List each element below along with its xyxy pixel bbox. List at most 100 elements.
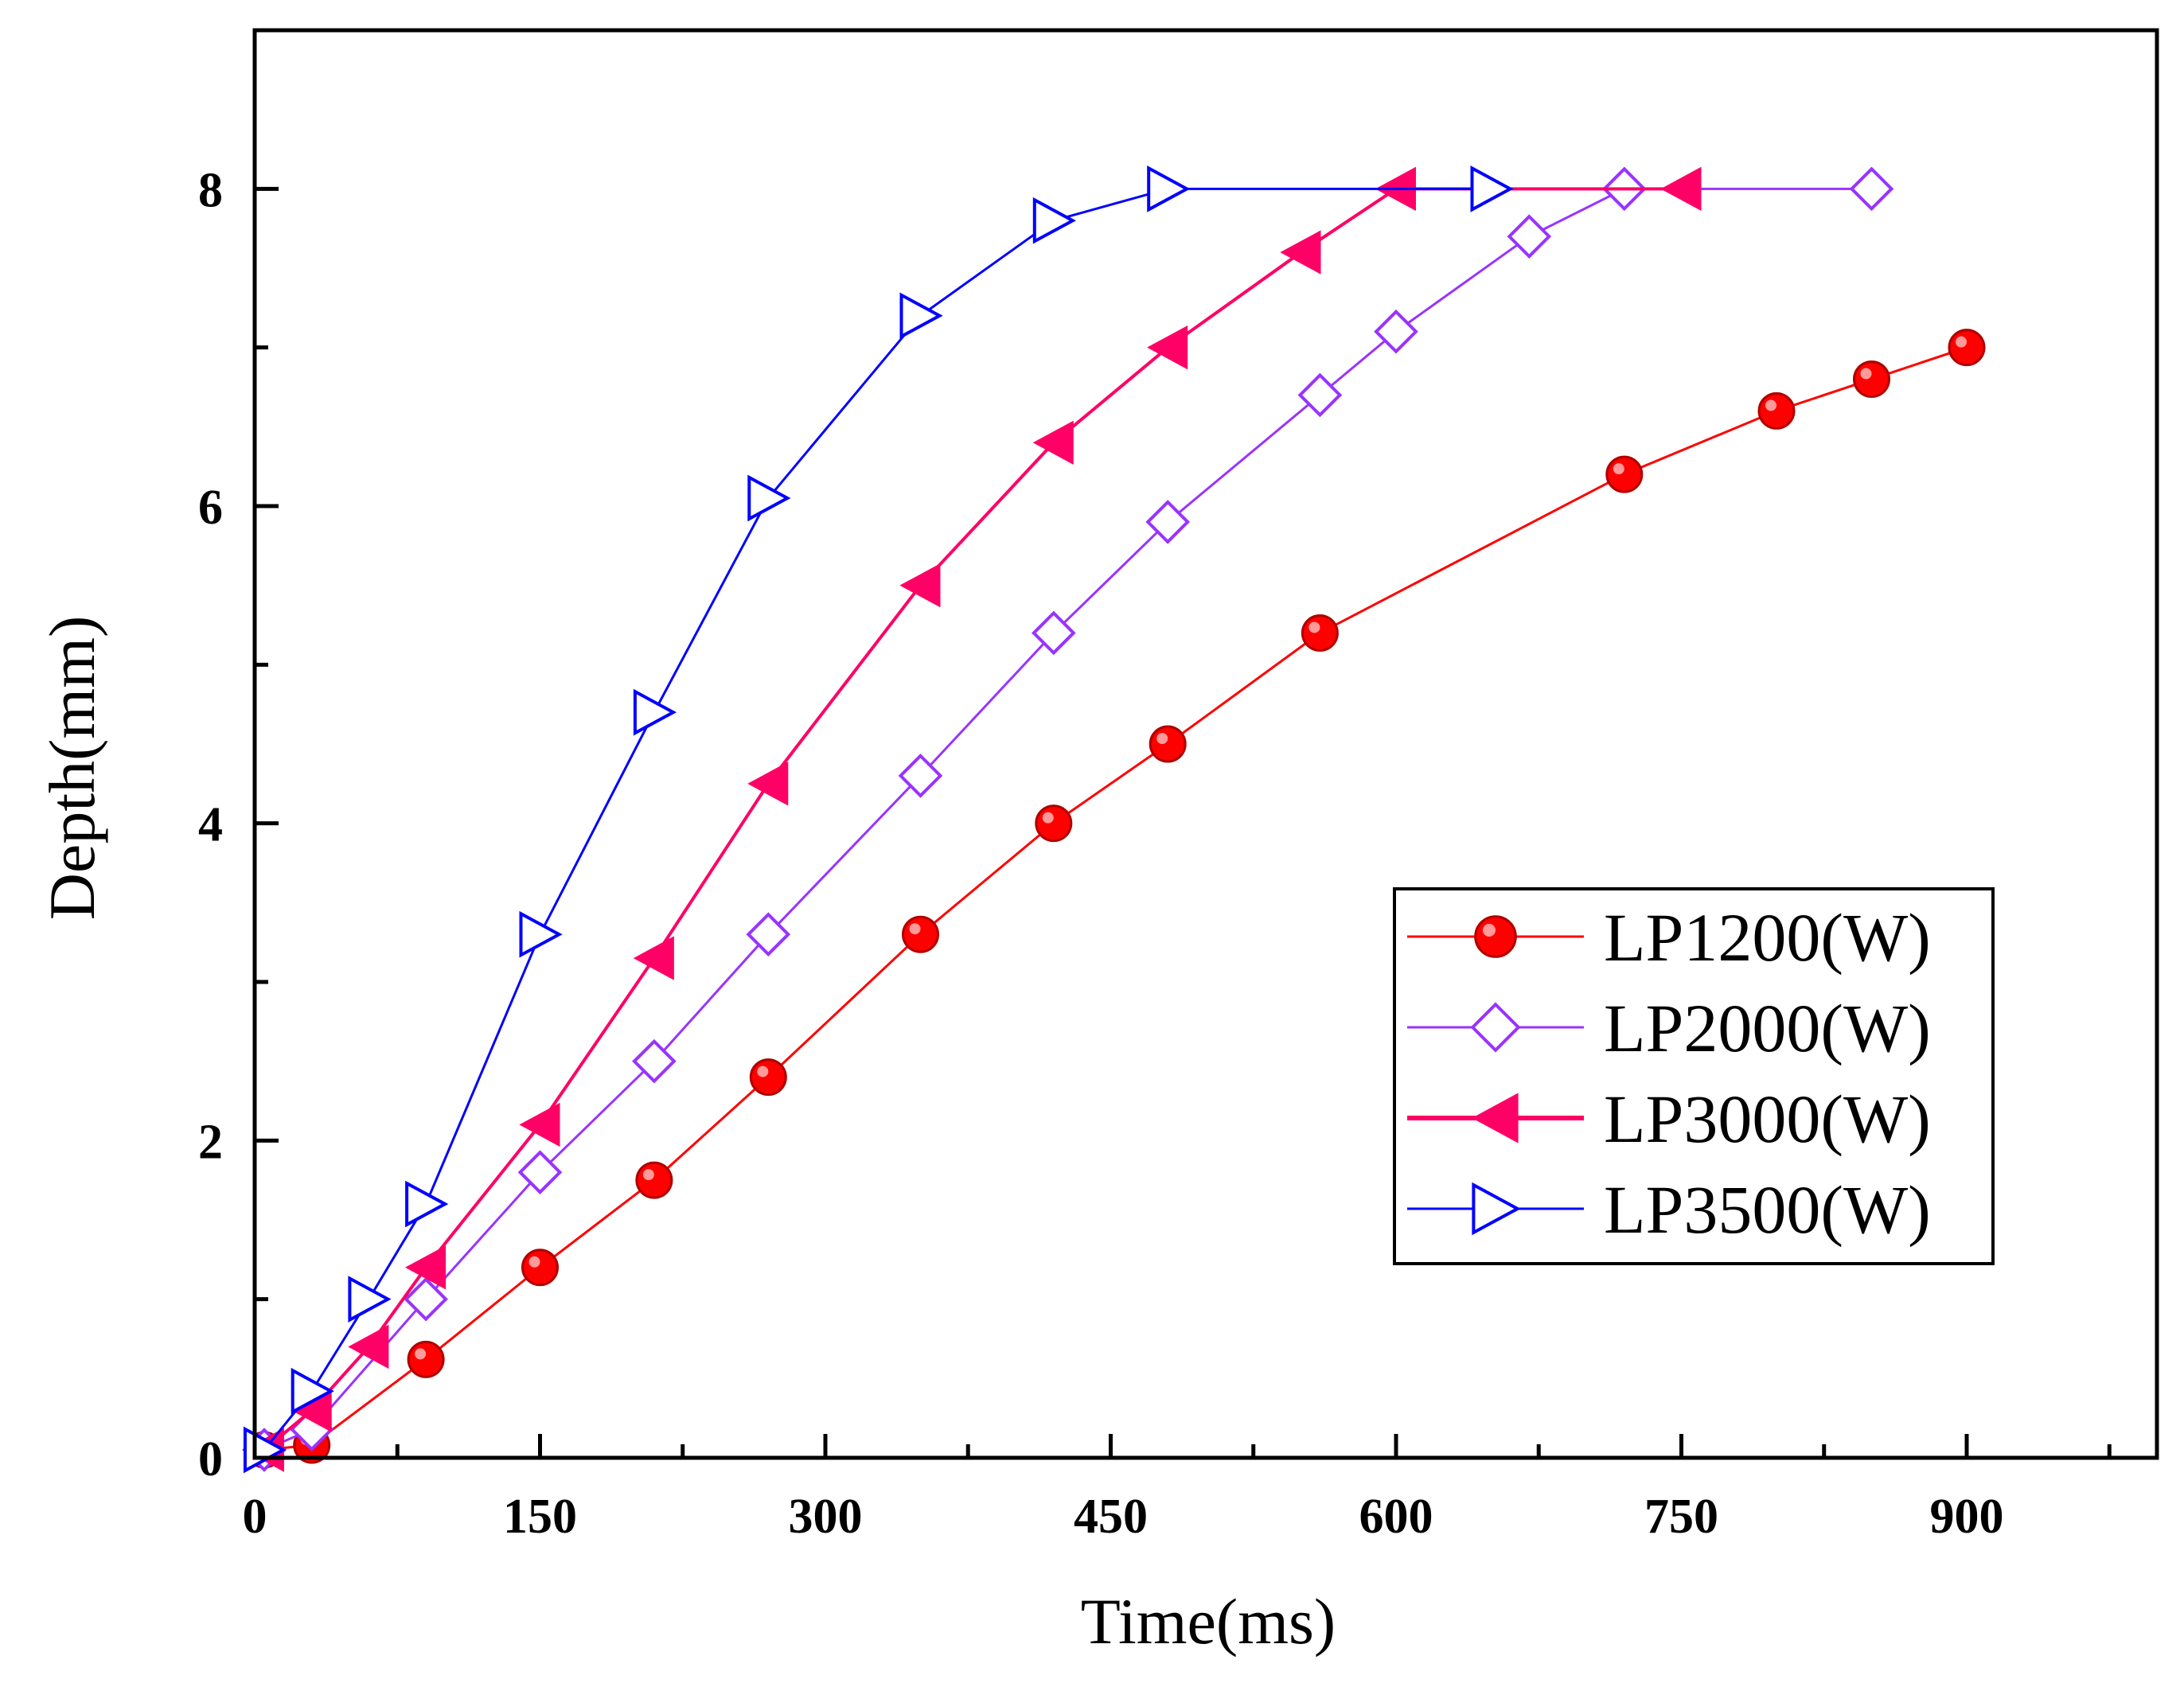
marker-highlight	[1042, 812, 1054, 824]
data-point	[521, 1249, 559, 1287]
data-point	[902, 915, 939, 953]
data-point	[633, 936, 674, 980]
data-point	[348, 1276, 392, 1323]
data-point	[1031, 610, 1076, 656]
y-tick-label: 0	[198, 1432, 223, 1486]
data-point	[291, 1367, 334, 1415]
legend-label: LP3500(W)	[1604, 1171, 1931, 1248]
data-point	[1849, 166, 1894, 212]
data-point	[1035, 804, 1073, 843]
series-LP3500(W)	[243, 165, 1514, 1474]
x-tick-label: 750	[1644, 1490, 1718, 1544]
marker-highlight	[1613, 463, 1624, 475]
marker-dot	[521, 1249, 559, 1287]
data-point	[899, 563, 941, 608]
data-point	[1297, 372, 1343, 418]
marker-highlight	[642, 1169, 654, 1181]
data-point	[746, 912, 791, 957]
data-point	[747, 474, 791, 522]
data-point	[1660, 166, 1702, 212]
data-point	[747, 762, 789, 806]
data-point	[633, 688, 677, 736]
data-point	[1280, 230, 1321, 275]
marker-dot	[1853, 360, 1890, 399]
marker-dot	[1149, 725, 1187, 763]
data-point	[517, 1150, 563, 1195]
marker-highlight	[1308, 621, 1320, 633]
series-LP3000(W)	[243, 166, 1702, 1472]
data-point	[1032, 420, 1074, 465]
plot-frame	[252, 28, 2159, 1460]
data-point	[519, 910, 563, 958]
data-point	[404, 1276, 448, 1322]
y-tick-label: 2	[198, 1115, 223, 1169]
legend-entry: LP3500(W)	[1407, 1171, 1931, 1248]
x-tick-label: 0	[243, 1490, 267, 1544]
marker-dot	[1757, 392, 1796, 430]
y-tick-label: 4	[198, 798, 223, 852]
series-line	[263, 346, 1968, 1451]
data-point	[1147, 325, 1188, 370]
marker-highlight	[1765, 399, 1776, 411]
x-tick-label: 600	[1359, 1490, 1433, 1544]
marker-highlight	[528, 1256, 540, 1268]
marker-highlight	[1860, 368, 1872, 380]
x-axis-title: Time(ms)	[1081, 1585, 1336, 1658]
marker-dot	[635, 1161, 673, 1199]
marker-dot	[749, 1058, 787, 1097]
legend-marker	[1474, 915, 1517, 958]
legend-marker	[1472, 1093, 1519, 1143]
data-point	[1032, 197, 1076, 244]
data-point	[1948, 329, 1986, 367]
data-point	[1301, 614, 1339, 652]
data-point	[1853, 360, 1890, 399]
x-tick-label: 900	[1930, 1490, 2004, 1544]
legend-entry: LP3000(W)	[1407, 1081, 1931, 1157]
data-point	[1757, 392, 1796, 430]
x-tick-label: 150	[503, 1490, 577, 1544]
x-tick-label: 300	[789, 1490, 863, 1544]
data-point	[1147, 165, 1191, 212]
data-point	[632, 1038, 677, 1084]
marker-dot	[902, 915, 939, 953]
data-point	[1145, 500, 1191, 544]
marker-dot	[1948, 329, 1986, 367]
marker-highlight	[1156, 733, 1168, 744]
data-point	[519, 1102, 560, 1147]
data-point	[407, 1340, 445, 1378]
x-tick-label: 450	[1074, 1490, 1148, 1544]
data-point	[635, 1161, 673, 1199]
marker-highlight	[757, 1066, 769, 1077]
legend-marker	[1470, 1002, 1521, 1053]
y-axis-title: Depth(mm)	[36, 616, 108, 921]
series-LP2000(W)	[242, 166, 1894, 1472]
data-point	[898, 754, 943, 798]
marker-dot	[407, 1340, 445, 1378]
marker-dot	[1474, 915, 1517, 958]
marker-dot	[1301, 614, 1339, 652]
legend-entry: LP2000(W)	[1407, 990, 1931, 1066]
data-point	[405, 1180, 449, 1228]
marker-highlight	[1482, 923, 1496, 937]
legend-entry: LP1200(W)	[1407, 899, 1931, 976]
legend-marker	[1472, 1182, 1521, 1236]
data-point	[749, 1058, 787, 1097]
data-point	[899, 292, 943, 340]
marker-highlight	[1956, 336, 1967, 348]
data-point	[1470, 165, 1514, 212]
y-tick-label: 8	[198, 163, 223, 217]
legend-label: LP3000(W)	[1604, 1081, 1931, 1157]
legend-label: LP2000(W)	[1604, 990, 1931, 1066]
y-tick-label: 6	[198, 481, 223, 535]
data-point	[1605, 455, 1644, 493]
marker-highlight	[909, 923, 921, 935]
data-point	[1149, 725, 1187, 763]
legend-label: LP1200(W)	[1604, 899, 1931, 976]
marker-dot	[1035, 804, 1073, 843]
marker-highlight	[415, 1348, 427, 1360]
data-point	[348, 1324, 389, 1369]
marker-dot	[1605, 455, 1644, 493]
